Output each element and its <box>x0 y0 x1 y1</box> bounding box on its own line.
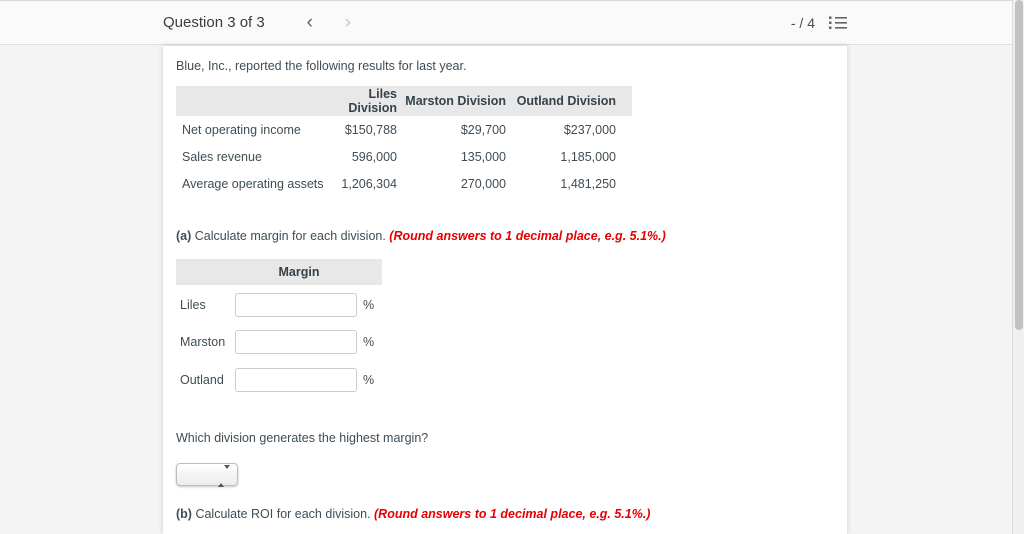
question-title: Question 3 of 3 <box>163 14 265 31</box>
column-header-outland: Outland Division <box>506 86 632 116</box>
column-header-marston: Marston Division <box>397 86 506 116</box>
percent-suffix: % <box>363 373 375 387</box>
part-a-text: Calculate margin for each division. <box>191 229 390 243</box>
cell-value: 1,185,000 <box>560 149 616 164</box>
highest-margin-question: Which division generates the highest mar… <box>176 431 429 445</box>
row-label: Average operating assets <box>182 176 324 191</box>
select-spinner-icon <box>218 465 230 487</box>
scrollbar-track[interactable] <box>1012 0 1024 534</box>
column-header-blank <box>176 86 326 116</box>
margin-row-label: Outland <box>180 373 224 387</box>
cell-value: $150,788 <box>344 122 397 137</box>
prev-question-button[interactable]: ‹ <box>291 8 329 38</box>
margin-row-outland: Outland % <box>176 368 834 392</box>
margin-input-marston[interactable] <box>235 330 357 354</box>
margin-row-label: Marston <box>180 335 226 349</box>
cell-value: $29,700 <box>460 122 506 137</box>
cell-value: 596,000 <box>351 149 397 164</box>
margin-row-label: Liles <box>180 298 206 312</box>
results-table: Liles Division Marston Division Outland … <box>176 86 632 197</box>
row-label: Net operating income <box>182 122 301 137</box>
part-b-marker: (b) <box>176 507 192 521</box>
margin-table-header: Margin <box>176 259 382 285</box>
question-header: Question 3 of 3 ‹ › - / 4 <box>0 0 1024 45</box>
part-a-rounding-note: (Round answers to 1 decimal place, e.g. … <box>389 229 666 243</box>
percent-suffix: % <box>363 298 375 312</box>
cell-value: 135,000 <box>460 149 506 164</box>
scrollbar-thumb[interactable] <box>1015 0 1023 330</box>
part-b-rounding-note: (Round answers to 1 decimal place, e.g. … <box>374 507 651 521</box>
highest-margin-select[interactable] <box>176 463 238 487</box>
part-b-instruction: (b) Calculate ROI for each division. (Ro… <box>176 507 834 521</box>
margin-row-marston: Marston % <box>176 330 834 354</box>
cell-value: $237,000 <box>563 122 616 137</box>
part-b-text: Calculate ROI for each division. <box>191 507 374 521</box>
margin-input-liles[interactable] <box>235 293 357 317</box>
score-display: - / 4 <box>790 14 815 31</box>
margin-header-label: Margin <box>278 265 320 279</box>
part-a-instruction: (a) Calculate margin for each division. … <box>176 229 834 243</box>
question-list-icon[interactable] <box>829 16 847 30</box>
cell-value: 270,000 <box>460 176 506 191</box>
percent-suffix: % <box>363 335 375 349</box>
margin-row-liles: Liles % <box>176 293 834 317</box>
row-label: Sales revenue <box>182 149 262 164</box>
table-header-row: Liles Division Marston Division Outland … <box>176 86 632 116</box>
next-question-button[interactable]: › <box>329 8 367 38</box>
table-row: Sales revenue 596,000 135,000 1,185,000 <box>176 143 632 170</box>
cell-value: 1,206,304 <box>341 176 397 191</box>
part-a-marker: (a) <box>176 229 192 243</box>
table-row: Net operating income $150,788 $29,700 $2… <box>176 116 632 143</box>
cell-value: 1,481,250 <box>560 176 616 191</box>
content-background: Blue, Inc., reported the following resul… <box>0 46 1024 534</box>
margin-input-outland[interactable] <box>235 368 357 392</box>
column-header-liles: Liles Division <box>326 86 397 116</box>
question-card: Blue, Inc., reported the following resul… <box>163 46 847 534</box>
problem-statement: Blue, Inc., reported the following resul… <box>176 59 467 73</box>
table-row: Average operating assets 1,206,304 270,0… <box>176 170 632 197</box>
